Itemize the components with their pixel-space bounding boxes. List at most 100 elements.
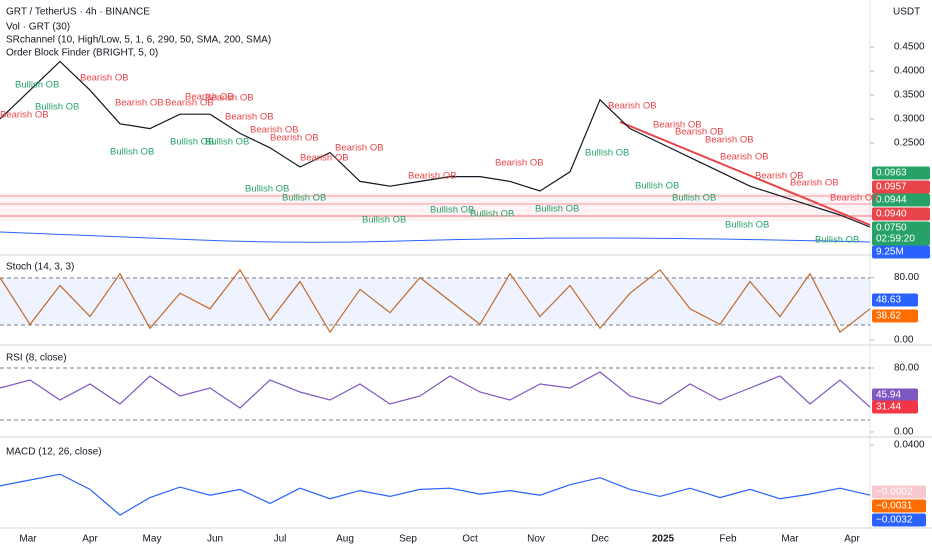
bullish-ob-label: Bullish OB (585, 148, 629, 159)
value-tag (872, 309, 918, 323)
bullish-ob-label: Bullish OB (635, 181, 679, 192)
value-tag (872, 293, 918, 307)
bearish-ob-label: Bearish OB (608, 101, 657, 112)
value-tag-label: 0.0750 (876, 223, 907, 234)
value-tag (872, 388, 918, 402)
x-tick-label: Apr (82, 534, 98, 545)
value-tag-label: 0.0963 (876, 168, 907, 179)
value-tag-label: 0.0944 (876, 195, 907, 206)
x-tick-label: Feb (719, 534, 737, 545)
bearish-ob-label: Bearish OB (250, 125, 299, 136)
bullish-ob-label: Bullish OB (35, 102, 79, 113)
value-tag-label: −0.0002 (876, 487, 913, 498)
bearish-ob-label: Bearish OB (185, 92, 234, 103)
stoch-band (0, 278, 870, 325)
value-tag-label: −0.0031 (876, 501, 913, 512)
bearish-ob-label: Bearish OB (495, 158, 544, 169)
bullish-ob-label: Bullish OB (15, 80, 59, 91)
bullish-ob-label: Bullish OB (535, 204, 579, 215)
x-tick-label: Aug (336, 534, 354, 545)
value-tag (872, 166, 930, 180)
y-tick-label: 0.4500 (894, 42, 925, 53)
value-tag (872, 485, 926, 499)
bearish-ob-label: Bearish OB (653, 120, 702, 131)
value-tag-label: 02:59:20 (876, 234, 915, 245)
value-tag-label: 45.94 (876, 390, 901, 401)
value-tag-label: −0.0032 (876, 515, 913, 526)
x-tick-label: Apr (844, 534, 860, 545)
value-tag-label: 31.44 (876, 402, 901, 413)
value-tag-label: 38.62 (876, 311, 901, 322)
bullish-ob-label: Bullish OB (362, 215, 406, 226)
bullish-ob-label: Bullish OB (672, 193, 716, 204)
x-tick-label: Mar (781, 534, 799, 545)
series-line (0, 60, 871, 228)
bearish-ob-label: Bearish OB (705, 135, 754, 146)
x-tick-label: May (143, 534, 162, 545)
pane-title: Stoch (14, 3, 3) (6, 262, 74, 273)
series-line (0, 473, 871, 516)
bullish-ob-label: Bullish OB (430, 205, 474, 216)
bullish-ob-label: Bullish OB (205, 137, 249, 148)
x-tick-label: Jun (207, 534, 223, 545)
y-tick-label: 0.2500 (894, 138, 925, 149)
bearish-ob-label: Bearish OB (675, 127, 724, 138)
y-tick-label: 0.3000 (894, 114, 925, 125)
y-tick-label: 0.3500 (894, 90, 925, 101)
bearish-ob-label: Bearish OB (225, 112, 274, 123)
value-tag-label: 0.0940 (876, 209, 907, 220)
bullish-ob-label: Bullish OB (245, 184, 289, 195)
bullish-ob-label: Bullish OB (815, 235, 859, 246)
indicator-name: Vol · GRT (30) (6, 22, 70, 33)
currency: USDT (893, 7, 920, 18)
value-tag (872, 180, 930, 194)
pane-title: MACD (12, 26, close) (6, 447, 102, 458)
x-tick-label: Nov (527, 534, 545, 545)
bearish-ob-label: Bearish OB (205, 93, 254, 104)
y-tick-label: 80.00 (894, 272, 919, 283)
bullish-ob-label: Bullish OB (170, 137, 214, 148)
bullish-ob-label: Bullish OB (110, 147, 154, 158)
bearish-ob-label: Bearish OB (755, 171, 804, 182)
value-tag-label: 9.25M (876, 247, 904, 258)
x-tick-label: Oct (462, 534, 478, 545)
value-tag (872, 207, 930, 221)
x-tick-label: Jul (274, 534, 287, 545)
bearish-ob-label: Bearish OB (115, 98, 164, 109)
chart-title: GRT / TetherUS · 4h · BINANCE (6, 7, 150, 18)
bearish-ob-label: Bearish OB (790, 178, 839, 189)
bullish-ob-label: Bullish OB (725, 220, 769, 231)
bearish-ob-label: Bearish OB (830, 193, 879, 204)
indicator-name: SRchannel (10, High/Low, 5, 1, 6, 290, 5… (6, 35, 271, 46)
y-tick-label: 80.00 (894, 363, 919, 374)
value-tag (872, 221, 930, 235)
bearish-ob-label: Bearish OB (335, 143, 384, 154)
value-tag (872, 499, 926, 513)
x-tick-label: Sep (399, 534, 417, 545)
value-tag-label: 48.63 (876, 295, 901, 306)
bearish-ob-label: Bearish OB (80, 73, 129, 84)
y-tick-label: 0.00 (894, 427, 914, 438)
volume-ma (0, 231, 871, 243)
value-tag (872, 400, 918, 414)
value-tag (872, 232, 930, 246)
value-tag-label: 0.0957 (876, 182, 907, 193)
bearish-ob-label: Bearish OB (408, 171, 457, 182)
x-tick-label: 2025 (652, 534, 675, 545)
bullish-ob-label: Bullish OB (470, 209, 514, 220)
series-line (0, 268, 871, 334)
bearish-ob-label: Bearish OB (270, 133, 319, 144)
y-tick-label: 0.00 (894, 335, 914, 346)
pane-title: RSI (8, close) (6, 353, 67, 364)
y-tick-label: 0.4000 (894, 66, 925, 77)
value-tag (872, 193, 930, 207)
x-tick-label: Mar (19, 534, 37, 545)
bullish-ob-label: Bullish OB (282, 193, 326, 204)
value-tag (872, 245, 930, 259)
value-tag (872, 513, 926, 527)
bearish-ob-label: Bearish OB (300, 153, 349, 164)
bearish-ob-label: Bearish OB (720, 152, 769, 163)
bearish-ob-label: Bearish OB (0, 110, 49, 121)
